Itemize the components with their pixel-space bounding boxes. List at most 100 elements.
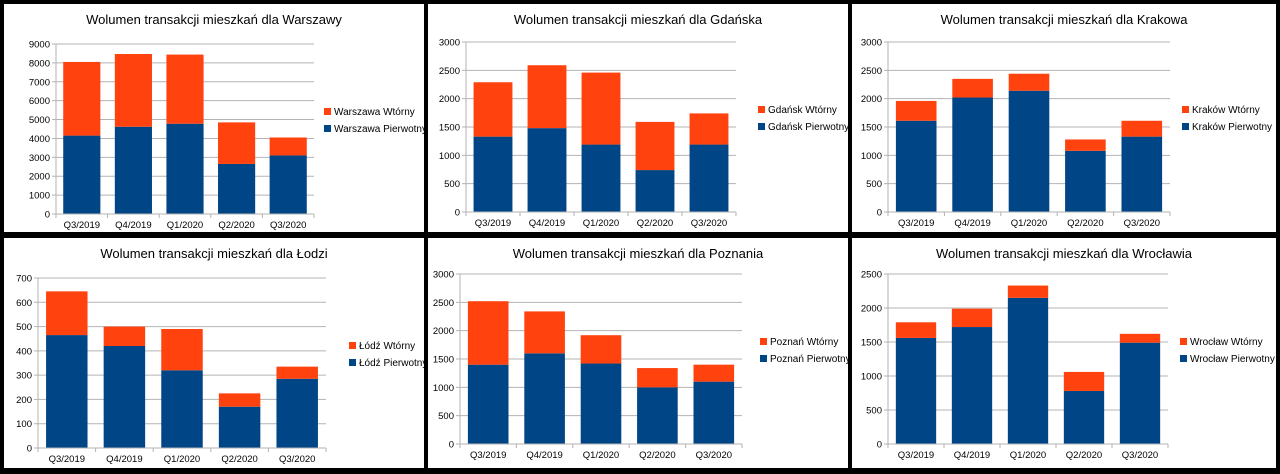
y-tick-label: 2000 [861,304,882,315]
x-tick-label: Q3/2020 [270,220,306,231]
bar-wtorny [467,301,509,365]
y-tick-label: 100 [16,419,32,430]
bar-pierwotny [951,327,993,444]
x-tick-label: Q4/2019 [526,450,562,461]
y-tick-label: 1000 [861,372,882,383]
bar-pierwotny [1065,150,1106,212]
bar-pierwotny [276,378,318,448]
bar-wtorny [276,366,318,379]
legend-swatch [349,342,356,349]
y-tick-label: 400 [16,346,32,357]
y-tick-label: 500 [16,322,32,333]
bar-wtorny [103,326,146,346]
chart-title: Wolumen transakcji mieszkań dla Wrocławi… [935,246,1192,261]
bar-wtorny [46,291,88,336]
y-tick-label: 2000 [29,172,50,183]
x-tick-label: Q3/2019 [470,450,506,461]
bar-wtorny [269,137,307,156]
y-tick-label: 0 [449,440,454,451]
x-tick-label: Q4/2019 [954,218,990,229]
bar-pierwotny [161,370,203,448]
y-tick-label: 2500 [861,270,882,281]
bar-pierwotny [467,364,509,444]
bar-pierwotny [693,381,735,444]
x-tick-label: Q1/2020 [167,220,203,231]
legend-swatch [1180,355,1187,362]
chart-title: Wolumen transakcji mieszkań dla Łodzi [100,246,328,261]
bar-pierwotny [1121,136,1163,212]
y-tick-label: 500 [438,411,454,422]
y-tick-label: 2500 [439,66,460,77]
y-tick-label: 2000 [861,94,882,105]
bar-pierwotny [581,144,621,212]
x-tick-label: Q1/2020 [583,218,619,229]
x-tick-label: Q2/2020 [1067,218,1103,229]
y-tick-label: 4000 [29,134,50,145]
x-tick-label: Q3/2020 [1124,218,1160,229]
chart-svg: 0 500 1000 1500 2000 2500 3000 Q3/2019 Q4/2019 Q1… [861,38,1272,230]
bar-wtorny [218,393,261,407]
bar-pierwotny [218,163,256,214]
y-tick-label: 1000 [439,151,460,162]
bar-pierwotny [114,126,152,214]
bar-wtorny [1119,333,1161,343]
y-tick-label: 3000 [861,38,882,49]
chart-panel-gdansk: Wolumen transakcji mieszkań dla Gdańska … [428,4,848,232]
legend-swatch [760,338,767,345]
y-tick-label: 0 [455,208,460,219]
chart-panel-poznan: Wolumen transakcji mieszkań dla Poznania… [428,238,848,468]
x-tick-label: Q1/2020 [1011,218,1047,229]
y-tick-label: 0 [877,208,882,219]
legend-swatch [1180,338,1187,345]
legend-swatch [349,359,356,366]
y-tick-label: 600 [16,298,32,309]
x-tick-label: Q2/2020 [637,218,673,229]
legend-label: Wrocław Pierwotny [1190,354,1275,365]
legend-swatch [324,125,331,132]
y-tick-label: 1500 [861,338,882,349]
legend-label: Gdańsk Wtórny [768,105,837,116]
legend-label: Wrocław Wtórny [1190,337,1263,348]
bar-wtorny [1063,371,1105,391]
legend-label: Łódź Wtórny [359,341,415,352]
legend-label: Warszawa Wtórny [334,107,415,118]
bar-pierwotny [895,337,937,444]
bar-pierwotny [269,155,307,214]
bar-wtorny [218,122,256,164]
legend-label: Łódź Pierwotny [359,358,424,369]
bar-pierwotny [63,135,101,214]
chart-title: Wolumen transakcji mieszkań dla Krakowa [940,12,1188,27]
bar-wtorny [1007,285,1049,298]
x-tick-label: Q3/2019 [64,220,100,231]
chart-panel-krakow: Wolumen transakcji mieszkań dla Krakowa … [852,4,1276,232]
x-tick-label: Q3/2019 [49,454,85,465]
bar-wtorny [635,121,675,171]
legend-swatch [758,106,765,113]
y-tick-label: 1500 [861,123,882,134]
y-tick-label: 2500 [433,298,454,309]
y-tick-label: 0 [877,440,882,451]
bar-pierwotny [103,346,146,448]
y-tick-label: 1500 [439,123,460,134]
chart-svg: 0 500 1000 1500 2000 2500 3000 Q3/2019 Q4/2019 Q1… [439,38,848,230]
bar-wtorny [527,65,567,129]
y-tick-label: 1500 [433,355,454,366]
y-tick-label: 0 [27,444,32,455]
x-tick-label: Q1/2020 [164,454,200,465]
legend-label: Gdańsk Pierwotny [768,122,848,133]
x-tick-label: Q3/2020 [1122,450,1158,461]
bar-pierwotny [1063,390,1105,444]
chart-svg: 0 1000 2000 3000 4000 5000 6000 7000 8000 9000 Q3/… [29,40,424,232]
chart-svg: 0 500 1000 1500 2000 2500 3000 Q3/2019 Q4/2019 Q1… [433,270,848,462]
bar-wtorny [689,113,729,145]
bar-wtorny [895,100,937,121]
bar-pierwotny [637,387,678,444]
bar-wtorny [1121,120,1163,137]
y-tick-label: 700 [16,274,32,285]
legend-swatch [324,108,331,115]
y-tick-label: 1000 [29,191,50,202]
legend-label: Poznań Wtórny [770,337,838,348]
bar-wtorny [524,311,565,354]
bar-pierwotny [46,335,88,448]
y-tick-label: 9000 [29,40,50,51]
